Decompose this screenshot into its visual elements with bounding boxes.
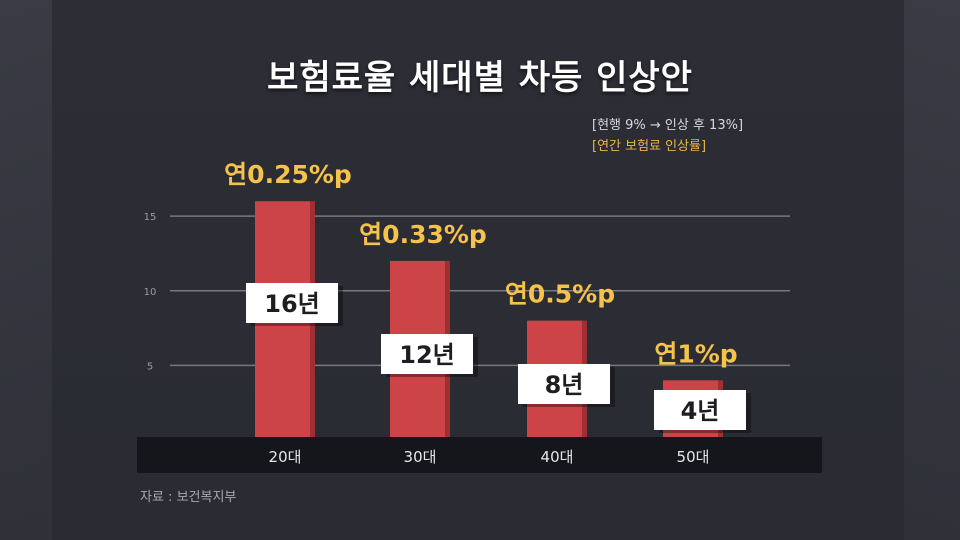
rate-label-2: 연0.33%p [359, 220, 487, 249]
rate-label-1: 연0.25%p [224, 160, 352, 189]
x-tick-label-4: 50대 [677, 448, 710, 466]
rate-note: [현행 9% → 인상 후 13%] [592, 118, 744, 133]
background-right [904, 0, 960, 540]
rate-label-3: 연0.5%p [505, 280, 615, 309]
value-label-4: 4년 [681, 397, 720, 425]
y-tick-label-15: 15 [144, 212, 157, 223]
y-tick-label-10: 10 [144, 287, 157, 298]
y-tick-label-5: 5 [147, 361, 153, 372]
value-label-1: 16년 [264, 290, 319, 318]
background-left [0, 0, 52, 540]
x-tick-label-1: 20대 [269, 448, 302, 466]
source-note: 자료 : 보건복지부 [140, 490, 237, 505]
page-title: 보험료율 세대별 차등 인상안 [267, 58, 693, 98]
value-box-3 [518, 364, 610, 404]
value-label-3: 8년 [545, 371, 584, 399]
value-label-2: 12년 [399, 341, 454, 369]
value-box-4 [654, 390, 746, 430]
unit-note: [연간 보험료 인상률] [592, 139, 707, 154]
x-tick-label-2: 30대 [404, 448, 437, 466]
value-box-2 [381, 334, 473, 374]
x-axis-band [137, 437, 822, 473]
value-box-1 [246, 283, 338, 323]
x-tick-label-3: 40대 [541, 448, 574, 466]
rate-label-4: 연1%p [654, 339, 737, 368]
